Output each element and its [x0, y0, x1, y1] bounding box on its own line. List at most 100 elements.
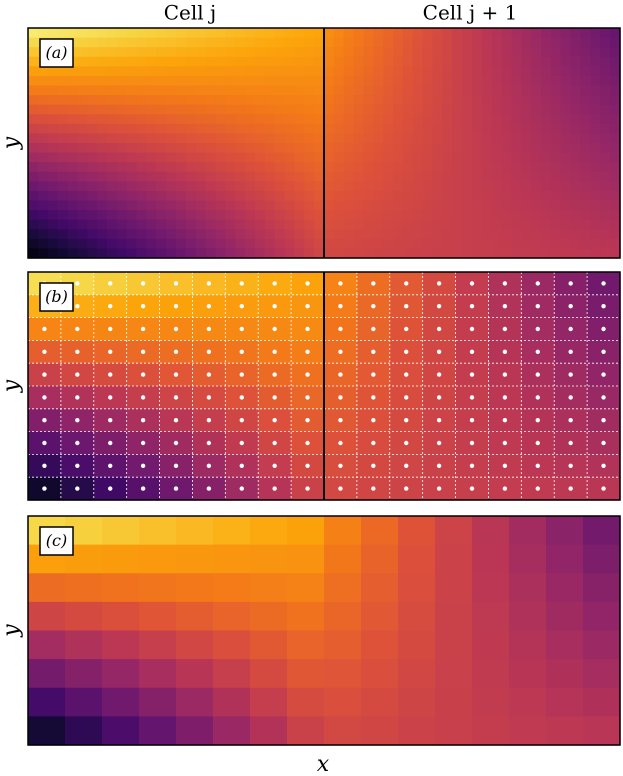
sample-point: [568, 440, 573, 446]
heat-cell: [215, 104, 226, 115]
heat-cell: [422, 229, 434, 240]
heat-cell: [610, 238, 621, 250]
heat-cell: [146, 37, 157, 48]
sample-point: [338, 418, 343, 423]
heat-cell: [353, 229, 365, 240]
heat-cell: [541, 85, 552, 96]
heat-cell: [481, 123, 493, 135]
heat-cell: [610, 95, 621, 106]
heat-cell: [412, 210, 424, 221]
heat-cell: [383, 219, 394, 230]
panel-frame: [27, 27, 621, 259]
heat-cell: [383, 248, 394, 259]
sample-point: [75, 418, 80, 423]
panel-label: (c): [46, 531, 67, 550]
heat-cell: [136, 162, 147, 173]
heat-cell: [77, 37, 88, 48]
heat-cell: [195, 162, 207, 173]
sample-point: [173, 486, 179, 491]
heat-cell: [87, 66, 98, 77]
heat-cell: [37, 181, 49, 192]
heat-cell: [481, 171, 493, 182]
sample-point: [568, 349, 573, 354]
heat-cell: [452, 200, 463, 211]
heat-cell: [481, 162, 493, 173]
heat-cell: [213, 716, 251, 746]
panel-frame: [27, 271, 621, 501]
heat-cell: [215, 85, 226, 96]
heat-cell: [146, 95, 157, 106]
heat-cell: [343, 219, 355, 230]
heat-cell: [195, 238, 207, 250]
heat-cell: [176, 190, 187, 202]
heat-cell: [560, 28, 572, 39]
heat-cell: [166, 66, 177, 77]
heat-cell: [136, 104, 147, 115]
heat-cell: [116, 219, 128, 230]
heat-cell: [363, 133, 374, 144]
heat-cell: [324, 66, 335, 77]
heat-cell: [97, 95, 108, 106]
heat-cell: [412, 104, 424, 115]
heat-cell: [205, 248, 217, 259]
heat-cell: [250, 544, 288, 574]
heat-cell: [550, 66, 562, 77]
sample-point: [108, 440, 113, 446]
heat-cell: [176, 66, 187, 77]
heat-cell: [541, 152, 552, 163]
heat-cell: [432, 248, 443, 259]
sample-point: [272, 349, 277, 354]
heat-cell: [215, 162, 226, 173]
heat-cell: [264, 181, 276, 192]
heat-cell: [452, 75, 463, 87]
heat-cell: [422, 123, 434, 135]
heat-cell: [126, 104, 138, 115]
sample-point: [239, 440, 244, 446]
heat-cell: [361, 630, 399, 660]
heat-cell: [136, 238, 147, 250]
heat-cell: [77, 190, 88, 202]
heat-cell: [600, 95, 611, 106]
heat-cell: [57, 200, 69, 211]
heat-cell: [491, 28, 503, 39]
heat-cell: [225, 85, 236, 96]
heat-cell: [166, 56, 177, 67]
heat-cell: [363, 219, 374, 230]
heat-cell: [481, 104, 493, 115]
heat-cell: [264, 229, 276, 240]
sample-point: [239, 486, 244, 491]
heat-cell: [531, 47, 542, 58]
heat-cell: [462, 229, 473, 240]
heat-cell: [87, 28, 98, 39]
heat-cell: [442, 75, 453, 87]
heat-cell: [116, 66, 128, 77]
heat-cell: [195, 95, 207, 106]
heat-cell: [462, 219, 473, 230]
heat-cell: [383, 238, 394, 250]
heat-cell: [28, 181, 39, 192]
heat-cell: [383, 181, 394, 192]
heat-cell: [284, 85, 295, 96]
heat-cell: [264, 190, 276, 202]
heat-cell: [373, 152, 384, 163]
sample-point: [42, 486, 47, 491]
heat-cell: [541, 56, 552, 67]
heat-cell: [57, 171, 69, 182]
heat-cell: [195, 171, 207, 182]
sample-point: [108, 463, 113, 468]
sample-point: [502, 440, 508, 446]
sample-point: [305, 486, 310, 491]
heat-cell: [333, 219, 345, 230]
heat-cell: [511, 238, 522, 250]
heat-cell: [139, 516, 177, 546]
heat-cell: [531, 75, 542, 87]
heat-cell: [77, 248, 88, 259]
heat-cell: [314, 95, 325, 106]
panel-label-box: [39, 38, 74, 68]
sample-point: [239, 326, 244, 332]
heat-cell: [126, 123, 138, 135]
heat-cell: [314, 152, 325, 163]
heat-cell: [176, 210, 187, 221]
heat-cell: [521, 171, 532, 182]
sample-point: [272, 463, 277, 468]
